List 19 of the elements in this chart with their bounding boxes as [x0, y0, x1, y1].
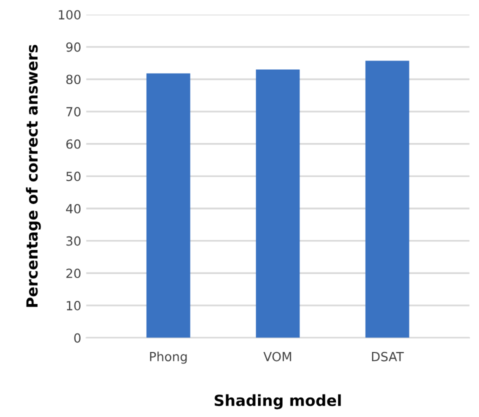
y-tick-label: 70 — [66, 107, 81, 116]
y-axis-title: Percentage of correct answers — [26, 44, 41, 307]
y-tick-label: 50 — [66, 172, 81, 182]
y-tick-label: 90 — [66, 42, 81, 52]
y-tick-label: 100 — [58, 10, 81, 20]
x-axis-title: Shading model — [214, 394, 341, 410]
bar — [256, 70, 300, 338]
y-tick-label: 60 — [66, 139, 81, 149]
y-tick-label: 0 — [74, 333, 81, 343]
y-tick-label: 40 — [66, 204, 81, 214]
y-tick-label: 30 — [66, 236, 81, 246]
y-tick-label: 20 — [66, 268, 81, 278]
bar — [365, 60, 410, 338]
bar — [146, 73, 190, 338]
x-tick-label: DSAT — [372, 352, 404, 362]
y-tick-label: 10 — [66, 300, 81, 310]
x-tick-label: VOM — [263, 352, 292, 362]
y-tick-label: 80 — [66, 74, 81, 84]
x-tick-label: Phong — [150, 352, 187, 364]
